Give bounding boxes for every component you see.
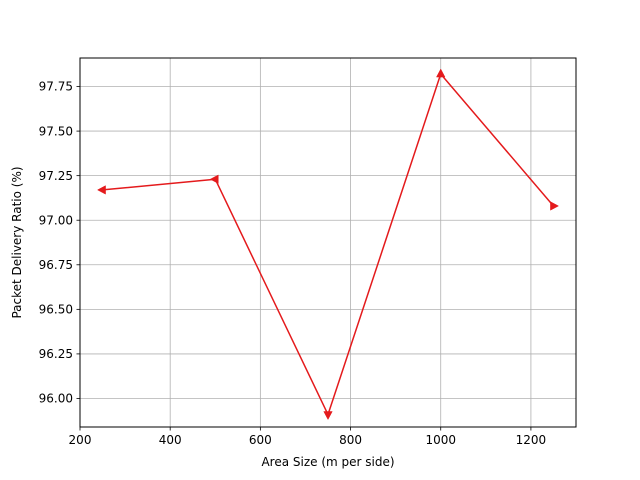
y-tick-label: 96.75: [39, 258, 73, 272]
data-point-marker: [323, 411, 333, 421]
y-tick-label: 96.50: [39, 303, 73, 317]
plot-frame: [79, 57, 577, 428]
x-tick-label: 800: [339, 433, 362, 447]
y-axis-label: Packet Delivery Ratio (%): [10, 166, 24, 318]
y-tick-label: 96.25: [39, 347, 73, 361]
y-tick-label: 97.50: [39, 124, 73, 138]
data-point-marker: [209, 174, 219, 184]
y-axis-ticks: 96.00 96.25 96.50 96.75 97.00 97.25 97.50 97.75: [39, 80, 80, 406]
series-layer: [97, 68, 559, 421]
x-tick-label: 200: [69, 433, 92, 447]
x-tick-label: 400: [159, 433, 182, 447]
y-tick-label: 97.00: [39, 213, 73, 227]
grid-lines: [79, 58, 576, 427]
y-tick-label: 96.00: [39, 392, 73, 406]
x-tick-label: 600: [249, 433, 272, 447]
data-point-marker: [436, 68, 446, 78]
x-axis-ticks: 200 400 600 800 1000 1200: [69, 427, 547, 447]
data-point-marker: [550, 201, 559, 211]
x-axis-label: Area Size (m per side): [261, 455, 394, 469]
data-point-marker: [97, 185, 106, 195]
y-tick-label: 97.25: [39, 169, 73, 183]
y-tick-label: 97.75: [39, 80, 73, 94]
x-tick-label: 1200: [516, 433, 547, 447]
x-tick-label: 1000: [425, 433, 456, 447]
